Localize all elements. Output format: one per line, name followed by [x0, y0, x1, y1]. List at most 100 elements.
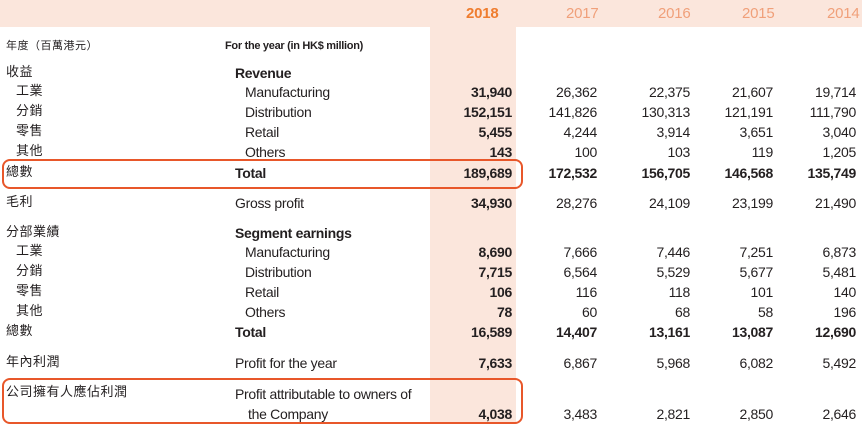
header-label-en: For the year (in HK$ million) — [225, 40, 363, 52]
table-cell-value: 4,038 — [478, 406, 512, 422]
table-cell-value: 156,705 — [641, 165, 690, 181]
row-label-zh: 其他 — [16, 304, 44, 319]
row-label-en: Distribution — [245, 264, 312, 280]
table-cell-value: 140 — [833, 284, 857, 300]
header-label-zh: 年度（百萬港元） — [6, 39, 98, 52]
year-header-2017: 2017 — [566, 5, 599, 22]
table-cell-value: 141,826 — [548, 104, 597, 120]
table-cell-value: 60 — [582, 304, 597, 320]
row-label-en: Distribution — [245, 104, 312, 120]
row-label-zh: 工業 — [16, 244, 44, 259]
table-cell-value: 3,914 — [656, 124, 690, 140]
table-cell-value: 2,850 — [739, 406, 773, 422]
table-cell-value: 3,483 — [563, 406, 597, 422]
table-cell-value: 152,151 — [463, 104, 512, 120]
table-cell-value: 7,666 — [563, 244, 597, 260]
section-segment-zh: 分部業績 — [6, 225, 61, 240]
year-header-2016: 2016 — [658, 5, 691, 22]
table-cell-value: 7,251 — [739, 244, 773, 260]
table-cell-value: 1,205 — [822, 144, 856, 160]
table-cell-value: 116 — [575, 284, 598, 300]
section-revenue-zh: 收益 — [6, 65, 34, 80]
table-cell-value: 5,677 — [739, 264, 773, 280]
row-label-zh: 毛利 — [6, 195, 34, 210]
table-cell-value: 196 — [833, 304, 857, 320]
row-label-en: Others — [245, 304, 286, 320]
table-cell-value: 119 — [751, 144, 774, 160]
table-cell-value: 6,564 — [563, 264, 597, 280]
table-cell-value: 111,790 — [809, 104, 857, 120]
table-cell-value: 26,362 — [555, 84, 597, 100]
row-label-en-line1: Profit attributable to owners of — [235, 386, 412, 402]
table-cell-value: 4,244 — [563, 124, 597, 140]
table-cell-value: 135,749 — [807, 165, 856, 181]
table-cell-value: 13,161 — [648, 324, 690, 340]
table-cell-value: 6,873 — [822, 244, 856, 260]
table-cell-value: 143 — [489, 144, 513, 160]
row-label-zh: 零售 — [16, 124, 44, 139]
section-segment-en: Segment earnings — [235, 225, 352, 241]
table-cell-value: 5,529 — [656, 264, 690, 280]
year-header-2015: 2015 — [742, 5, 775, 22]
row-label-en: Manufacturing — [245, 244, 330, 260]
row-label-zh: 總數 — [6, 324, 34, 339]
year-header-band — [0, 0, 862, 27]
row-label-en: Retail — [245, 284, 279, 300]
table-cell-value: 172,532 — [548, 165, 597, 181]
table-cell-value: 5,455 — [478, 124, 512, 140]
table-cell-value: 78 — [497, 304, 512, 320]
highlight-box-total-revenue — [2, 159, 523, 189]
table-cell-value: 7,446 — [656, 244, 690, 260]
table-cell-value: 13,087 — [731, 324, 773, 340]
row-label-en-line2: the Company — [248, 406, 328, 422]
table-cell-value: 103 — [667, 144, 691, 160]
section-revenue-en: Revenue — [235, 65, 292, 81]
table-cell-value: 14,407 — [555, 324, 597, 340]
table-cell-value: 118 — [668, 284, 691, 300]
table-cell-value: 100 — [574, 144, 598, 160]
row-label-zh: 總數 — [6, 165, 34, 180]
table-cell-value: 21,607 — [731, 84, 773, 100]
table-cell-value: 31,940 — [470, 84, 512, 100]
row-label-en: Total — [235, 324, 266, 340]
table-cell-value: 19,714 — [814, 84, 856, 100]
table-cell-value: 2,646 — [822, 406, 856, 422]
row-label-en: Others — [245, 144, 286, 160]
row-label-en: Retail — [245, 124, 279, 140]
table-cell-value: 6,082 — [739, 355, 773, 371]
year-header-2014: 2014 — [827, 5, 860, 22]
table-cell-value: 7,633 — [478, 355, 512, 371]
row-label-zh: 分銷 — [16, 104, 44, 119]
table-cell-value: 58 — [758, 304, 773, 320]
row-label-en: Total — [235, 165, 266, 181]
table-cell-value: 3,651 — [739, 124, 773, 140]
table-cell-value: 68 — [675, 304, 690, 320]
table-cell-value: 7,715 — [478, 264, 512, 280]
table-cell-value: 6,867 — [563, 355, 597, 371]
table-cell-value: 24,109 — [648, 195, 690, 211]
row-label-en: Manufacturing — [245, 84, 330, 100]
highlight-column-2018 — [430, 27, 516, 424]
table-cell-value: 3,040 — [822, 124, 856, 140]
table-cell-value: 130,313 — [641, 104, 690, 120]
table-cell-value: 2,821 — [656, 406, 690, 422]
row-label-zh: 年內利潤 — [6, 355, 61, 370]
row-label-zh: 零售 — [16, 284, 44, 299]
year-header-2018: 2018 — [466, 5, 499, 22]
row-label-en: Gross profit — [235, 195, 304, 211]
table-cell-value: 5,968 — [656, 355, 690, 371]
table-cell-value: 101 — [750, 284, 774, 300]
table-cell-value: 5,481 — [822, 264, 856, 280]
table-cell-value: 16,589 — [470, 324, 512, 340]
table-cell-value: 34,930 — [470, 195, 512, 211]
row-label-zh: 分銷 — [16, 264, 44, 279]
table-cell-value: 146,568 — [724, 165, 773, 181]
table-cell-value: 189,689 — [463, 165, 512, 181]
highlight-box-profit-attributable — [2, 378, 523, 424]
table-cell-value: 5,492 — [822, 355, 856, 371]
table-cell-value: 12,690 — [814, 324, 856, 340]
table-cell-value: 121,191 — [724, 104, 773, 120]
row-label-zh: 其他 — [16, 144, 44, 159]
row-label-zh: 公司擁有人應佔利潤 — [6, 385, 128, 400]
row-label-en: Profit for the year — [235, 355, 337, 371]
